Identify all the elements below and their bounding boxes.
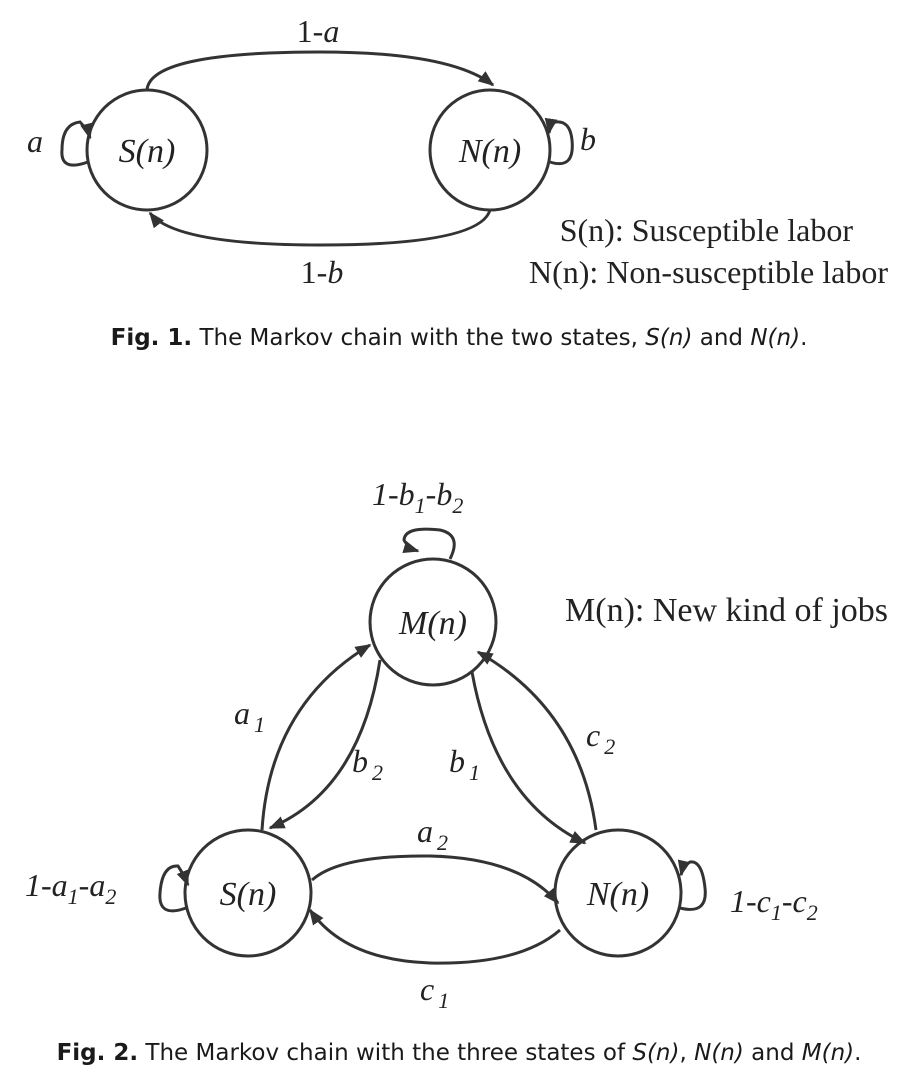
- edge-m-to-n: [470, 671, 587, 845]
- edge-m-to-s: [268, 659, 382, 830]
- figure-2: M(n) S(n) N(n) M(n): New kind of jobs 1-…: [0, 455, 918, 1025]
- state-s-circle: [183, 828, 313, 958]
- edge-s-to-n: [145, 50, 495, 91]
- figure-2-diagram: M(n) S(n) N(n) M(n): New kind of jobs 1-…: [25, 476, 888, 1013]
- caption-2-label: Fig. 2.: [56, 1040, 139, 1066]
- figure-2-caption: Fig. 2. The Markov chain with the three …: [0, 1040, 918, 1066]
- label-self-b: b: [580, 121, 596, 157]
- caption-2-state-m: M(n): [801, 1040, 855, 1066]
- state-s-label: S(n): [220, 876, 277, 913]
- label-1-minus-a: 1-a: [297, 13, 340, 49]
- state-n-label: N(n): [586, 876, 649, 913]
- self-loop-m: [402, 527, 456, 560]
- figure-1: S(n) N(n) 1-a 1-b a b S(n): Susceptible …: [0, 0, 918, 320]
- self-loop-s: [60, 120, 93, 167]
- caption-1-label: Fig. 1.: [110, 325, 193, 351]
- label-self-s: 1-a1-a2: [25, 867, 116, 909]
- self-loop-s: [158, 864, 190, 913]
- caption-1-end: .: [800, 325, 808, 351]
- legend-new-jobs: M(n): New kind of jobs: [565, 592, 888, 629]
- edge-s-to-m: [260, 643, 372, 831]
- caption-2-state-s: S(n): [632, 1040, 680, 1066]
- edge-n-to-s: [148, 209, 492, 247]
- legend-non-susceptible: N(n): Non-susceptible labor: [529, 254, 888, 290]
- state-m-label: M(n): [398, 605, 467, 642]
- state-s-label: S(n): [119, 133, 176, 170]
- edge-s-to-n: [311, 854, 560, 905]
- label-self-m: 1-b1-b2: [372, 476, 463, 518]
- self-loop-n: [677, 859, 707, 911]
- caption-1-and: and: [699, 325, 744, 351]
- caption-1-state-s: S(n): [645, 325, 693, 351]
- caption-2-sep: ,: [679, 1040, 687, 1066]
- label-1-minus-b: 1-b: [301, 254, 344, 290]
- edge-n-to-s: [308, 908, 561, 965]
- caption-2-and: and: [751, 1040, 795, 1066]
- figure-1-diagram: S(n) N(n) 1-a 1-b a b S(n): Susceptible …: [27, 13, 888, 290]
- label-self-a: a: [27, 123, 43, 159]
- caption-1-text: The Markov chain with the two states,: [199, 325, 638, 351]
- caption-2-state-n: N(n): [694, 1040, 744, 1066]
- edge-n-to-m: [476, 650, 598, 831]
- state-n-label: N(n): [458, 133, 521, 170]
- state-m-circle: [368, 557, 498, 687]
- figure-1-caption: Fig. 1. The Markov chain with the two st…: [0, 325, 918, 351]
- legend-susceptible: S(n): Susceptible labor: [560, 212, 854, 248]
- label-self-n: 1-c1-c2: [730, 883, 818, 925]
- self-loop-n: [544, 117, 574, 166]
- caption-1-state-n: N(n): [750, 325, 801, 351]
- caption-2-end: .: [854, 1040, 862, 1066]
- caption-2-text: The Markov chain with the three states o…: [145, 1040, 626, 1066]
